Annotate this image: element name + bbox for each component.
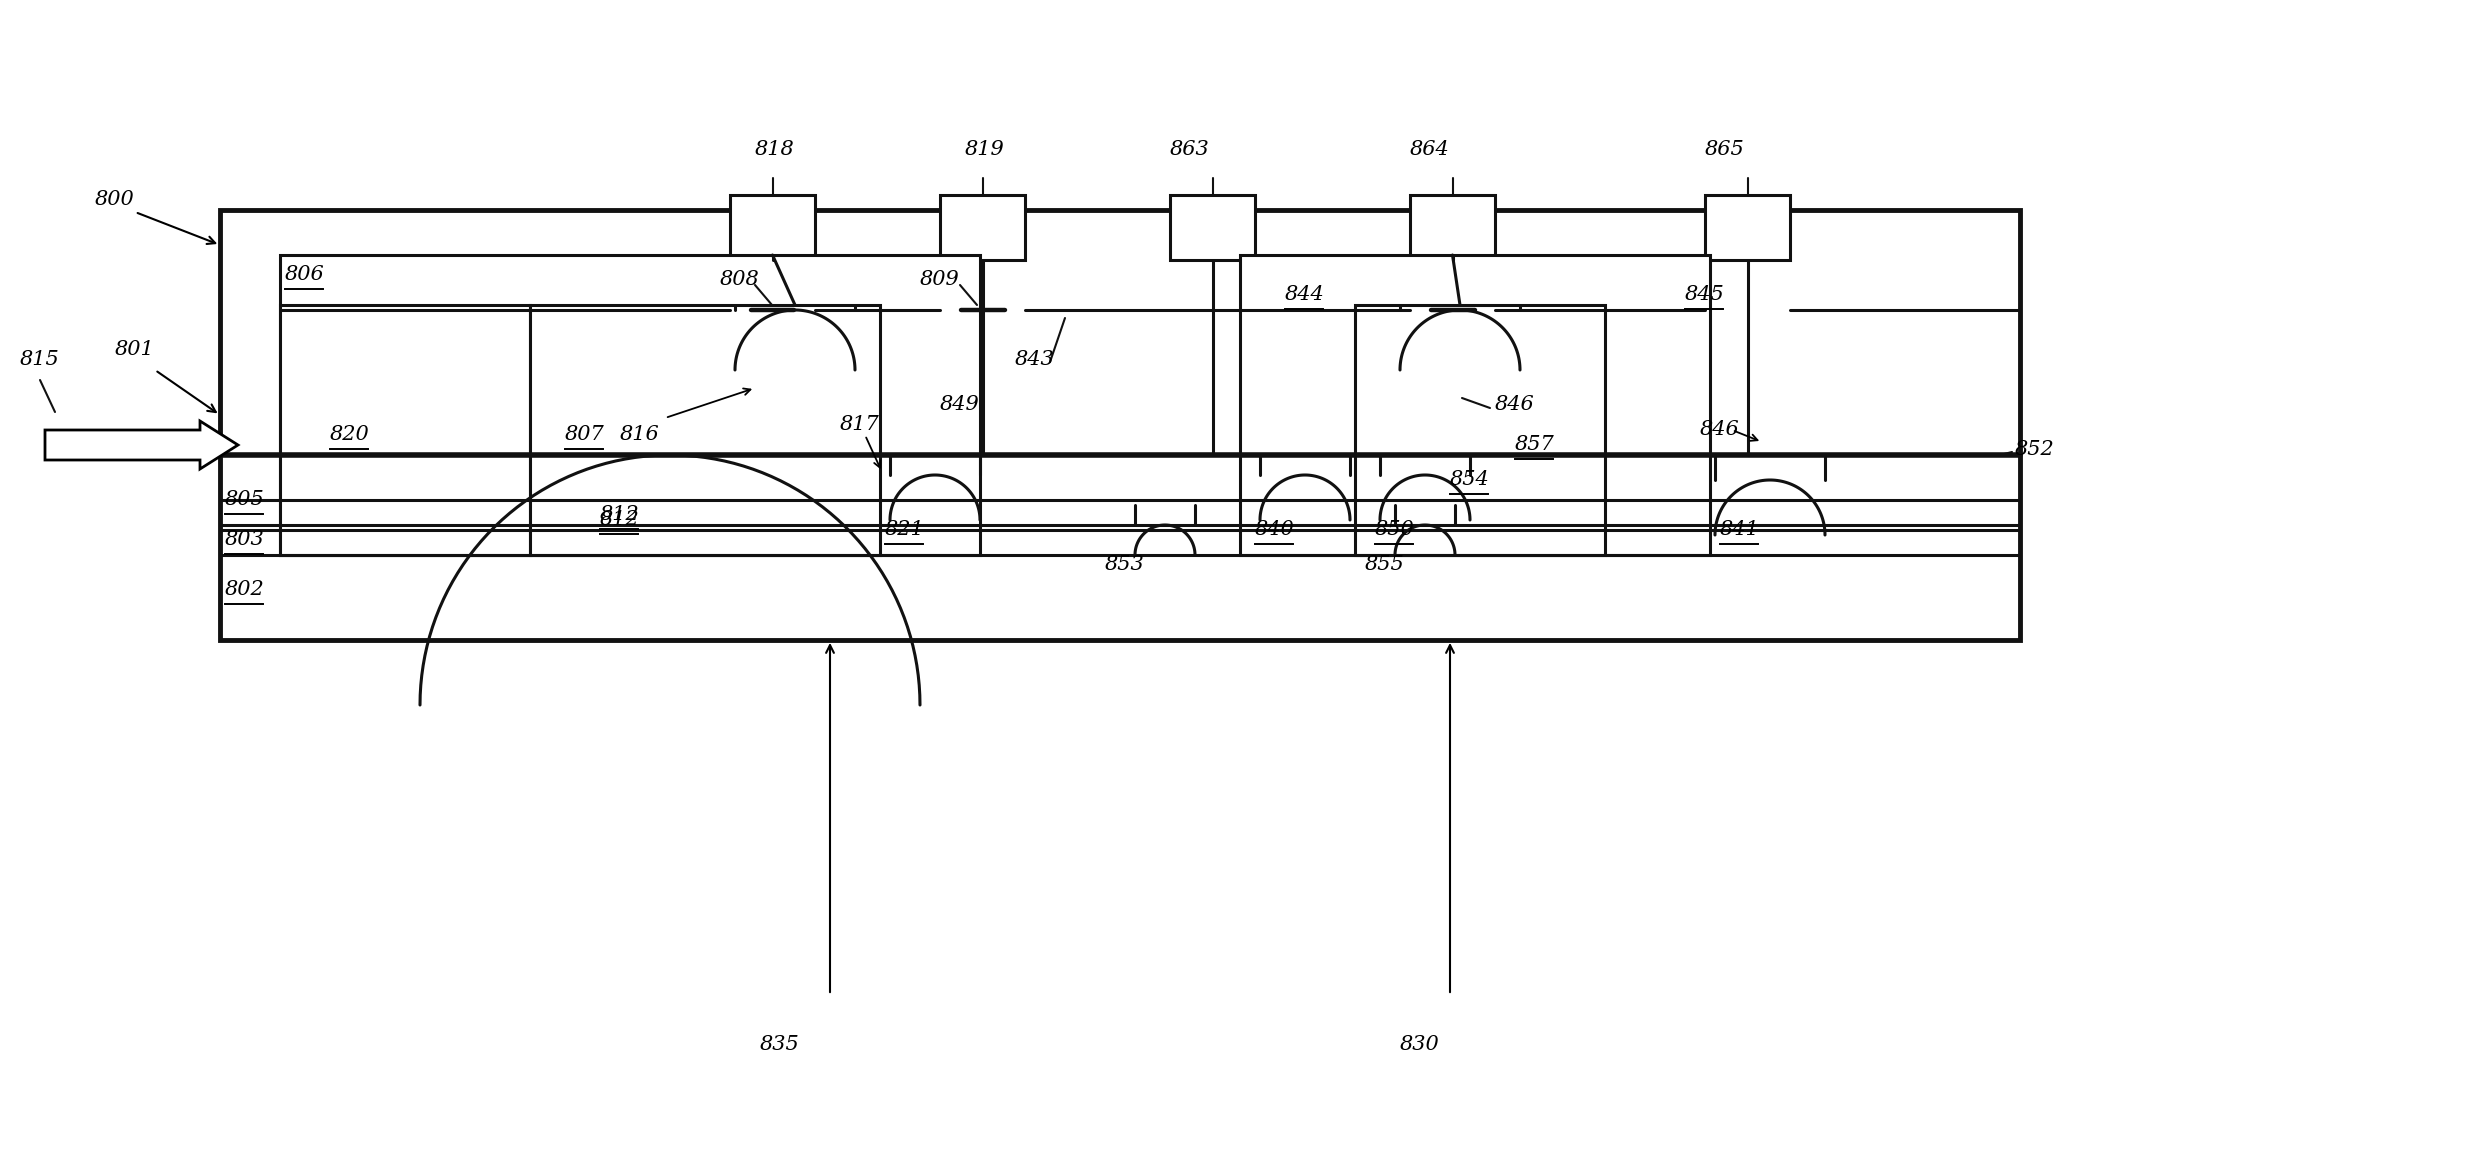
Text: 857: 857 <box>1514 435 1554 455</box>
Text: 812: 812 <box>600 506 639 524</box>
Bar <box>1170 195 1254 260</box>
Text: 843: 843 <box>1016 350 1056 370</box>
Text: 800: 800 <box>94 190 134 210</box>
FancyArrow shape <box>45 421 238 469</box>
Text: 808: 808 <box>721 270 761 290</box>
Text: 835: 835 <box>761 1036 800 1054</box>
Text: 802: 802 <box>225 580 265 600</box>
Text: 819: 819 <box>964 140 1004 159</box>
Text: 846: 846 <box>1700 420 1740 440</box>
Bar <box>731 195 815 260</box>
Text: 809: 809 <box>919 270 959 290</box>
Text: 864: 864 <box>1410 140 1450 159</box>
Text: 853: 853 <box>1105 556 1145 574</box>
Text: 855: 855 <box>1365 556 1405 574</box>
Bar <box>221 210 2020 640</box>
Text: 806: 806 <box>285 266 325 284</box>
Text: 820: 820 <box>330 426 369 444</box>
Bar <box>1355 305 1606 554</box>
Text: 830: 830 <box>1400 1036 1440 1054</box>
Text: 805: 805 <box>225 491 265 509</box>
Text: 849: 849 <box>939 396 979 414</box>
Bar <box>939 195 1026 260</box>
Text: 815: 815 <box>20 350 59 370</box>
Bar <box>1410 195 1494 260</box>
Bar <box>280 305 530 554</box>
Text: 818: 818 <box>756 140 795 159</box>
Text: 801: 801 <box>114 341 154 360</box>
Text: 807: 807 <box>565 426 605 444</box>
Text: 803: 803 <box>225 530 265 550</box>
Text: 863: 863 <box>1170 140 1209 159</box>
Text: 845: 845 <box>1685 285 1725 304</box>
Bar <box>1239 255 1710 554</box>
Text: 865: 865 <box>1705 140 1745 159</box>
Text: 821: 821 <box>885 521 924 539</box>
Text: 841: 841 <box>1720 521 1759 539</box>
Text: 816: 816 <box>620 426 659 444</box>
Bar <box>530 305 880 554</box>
Text: 850: 850 <box>1375 521 1415 539</box>
Text: 844: 844 <box>1286 285 1326 304</box>
Text: 852: 852 <box>2015 441 2054 459</box>
Text: 854: 854 <box>1450 471 1489 490</box>
Text: 817: 817 <box>840 415 880 435</box>
Text: 846: 846 <box>1494 396 1534 414</box>
Bar <box>1705 195 1789 260</box>
Text: 840: 840 <box>1254 521 1294 539</box>
Text: 812: 812 <box>600 510 639 529</box>
Bar <box>280 255 979 554</box>
